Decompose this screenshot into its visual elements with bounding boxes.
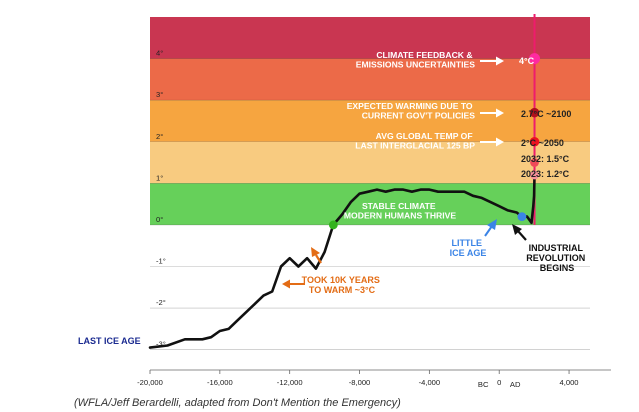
x-tick-label-1: -16,000 bbox=[207, 378, 233, 387]
svg-text:LITTLE ICE AGE: LITTLE ICE AGE bbox=[450, 238, 487, 258]
interglacial-line-2: LAST INTERGLACIAL 125 BP bbox=[355, 141, 475, 151]
label-4c: 4°C bbox=[519, 56, 535, 66]
little-ice-age-arrow bbox=[484, 219, 497, 237]
marker-little-ice-age bbox=[517, 212, 527, 222]
svg-text:AVG GLOBAL TEMP OF LAST IN: AVG GLOBAL TEMP OF LAST INTERGLACIAL 125… bbox=[355, 131, 475, 151]
interglacial-arrowhead bbox=[496, 137, 504, 147]
temperature-bands bbox=[150, 17, 590, 225]
stable-line-1: STABLE CLIMATE bbox=[362, 201, 436, 211]
industrial-arrowhead bbox=[512, 224, 522, 235]
label-1-5c: 2032: 1.5°C bbox=[521, 154, 570, 164]
svg-text:STABLE CLIMATE MODERN HUMA: STABLE CLIMATE MODERN HUMANS THRIVE bbox=[344, 201, 456, 221]
label-2c: 2°C ~2050 bbox=[521, 138, 564, 148]
era-bc-label: BC bbox=[478, 380, 489, 389]
svg-text:TOOK 10K YEARS TO WARM ~3°: TOOK 10K YEARS TO WARM ~3°C bbox=[302, 275, 383, 295]
y-tick-label-0: 4° bbox=[156, 49, 163, 58]
took-arrow bbox=[282, 247, 322, 289]
industrial-line-3: BEGINS bbox=[540, 263, 575, 273]
industrial-line-2: REVOLUTION bbox=[526, 253, 585, 263]
era-ad-label: AD bbox=[510, 380, 521, 389]
feedback-line-1: CLIMATE FEEDBACK & bbox=[376, 50, 472, 60]
took-line-1: TOOK 10K YEARS bbox=[302, 275, 380, 285]
label-1-2c: 2023: 1.2°C bbox=[521, 169, 570, 179]
feedback-arrowhead bbox=[496, 56, 504, 66]
last-ice-age-label: LAST ICE AGE bbox=[78, 336, 141, 346]
industrial-arrow-line bbox=[517, 230, 527, 241]
era-zero-label: 0 bbox=[497, 378, 501, 387]
y-tick-label-2: 2° bbox=[156, 132, 163, 141]
markers bbox=[328, 53, 541, 230]
y-tick-label-5: -1° bbox=[156, 257, 166, 266]
x-tick-label-2: -12,000 bbox=[277, 378, 303, 387]
x-tick-label-3: -8,000 bbox=[349, 378, 371, 387]
svg-text:EXPECTED WARMING DUE TO CU: EXPECTED WARMING DUE TO CURRENT GOV'T PO… bbox=[347, 101, 476, 121]
arrows bbox=[480, 56, 504, 147]
took-line-2: TO WARM ~3°C bbox=[309, 285, 376, 295]
little-ice-age-arrow-line bbox=[484, 225, 493, 237]
y-tick-label-4: 0° bbox=[156, 215, 163, 224]
industrial-arrow bbox=[512, 224, 527, 241]
little-ice-age-arrowhead bbox=[487, 219, 497, 230]
little-ice-age-line-2: ICE AGE bbox=[450, 248, 487, 258]
marker-1-5c bbox=[530, 158, 539, 167]
y-tick-label-6: -2° bbox=[156, 298, 166, 307]
marker-1-2c bbox=[530, 170, 539, 180]
expected-line-1: EXPECTED WARMING DUE TO bbox=[347, 101, 473, 111]
svg-text:INDUSTRIAL REVOLUTION: INDUSTRIAL REVOLUTION BEGINS bbox=[526, 243, 588, 273]
x-tick-label-4: -4,000 bbox=[419, 378, 441, 387]
band-0 bbox=[150, 17, 590, 59]
little-ice-age-line-1: LITTLE bbox=[451, 238, 482, 248]
temperature-line bbox=[148, 173, 536, 349]
marker-2-7c bbox=[529, 107, 540, 118]
expected-line-2: CURRENT GOV'T POLICIES bbox=[362, 111, 476, 121]
stable-line-2: MODERN HUMANS THRIVE bbox=[344, 211, 456, 221]
y-axis-ticks: 4° 3° 2° 1° 0° -1° -2° -3° bbox=[150, 49, 590, 350]
x-tick-label-0: -20,000 bbox=[137, 378, 163, 387]
x-tick-label-5: 4,000 bbox=[560, 378, 579, 387]
took-arrowhead bbox=[282, 279, 290, 289]
marker-4c bbox=[529, 53, 541, 65]
took-arrow-up-head bbox=[311, 247, 320, 257]
temperature-chart: 4° 3° 2° 1° 0° -1° -2° -3° -20,000 -16,000 -12,00… bbox=[78, 14, 611, 389]
marker-stable-start bbox=[328, 220, 338, 230]
svg-text:CLIMATE FEEDBACK & EMISSIO: CLIMATE FEEDBACK & EMISSIONS UNCERTAINTI… bbox=[356, 50, 475, 70]
took-arrow-up-line bbox=[315, 254, 322, 264]
x-axis: -20,000 -16,000 -12,000 -8,000 -4,000 4,000 BC… bbox=[137, 369, 611, 389]
band-2 bbox=[150, 100, 590, 142]
band-3 bbox=[150, 141, 590, 184]
feedback-line-2: EMISSIONS UNCERTAINTIES bbox=[356, 60, 475, 70]
y-tick-label-7: -3° bbox=[156, 340, 166, 349]
y-tick-label-3: 1° bbox=[156, 173, 163, 182]
y-tick-label-1: 3° bbox=[156, 90, 163, 99]
band-1 bbox=[150, 58, 590, 101]
label-2-7c: 2.7°C ~2100 bbox=[521, 109, 571, 119]
marker-2c bbox=[529, 136, 540, 147]
expected-arrowhead bbox=[496, 108, 504, 118]
interglacial-line-1: AVG GLOBAL TEMP OF bbox=[376, 131, 473, 141]
source-caption: (WFLA/Jeff Berardelli, adapted from Don'… bbox=[74, 397, 401, 409]
industrial-line-1: INDUSTRIAL bbox=[529, 243, 584, 253]
